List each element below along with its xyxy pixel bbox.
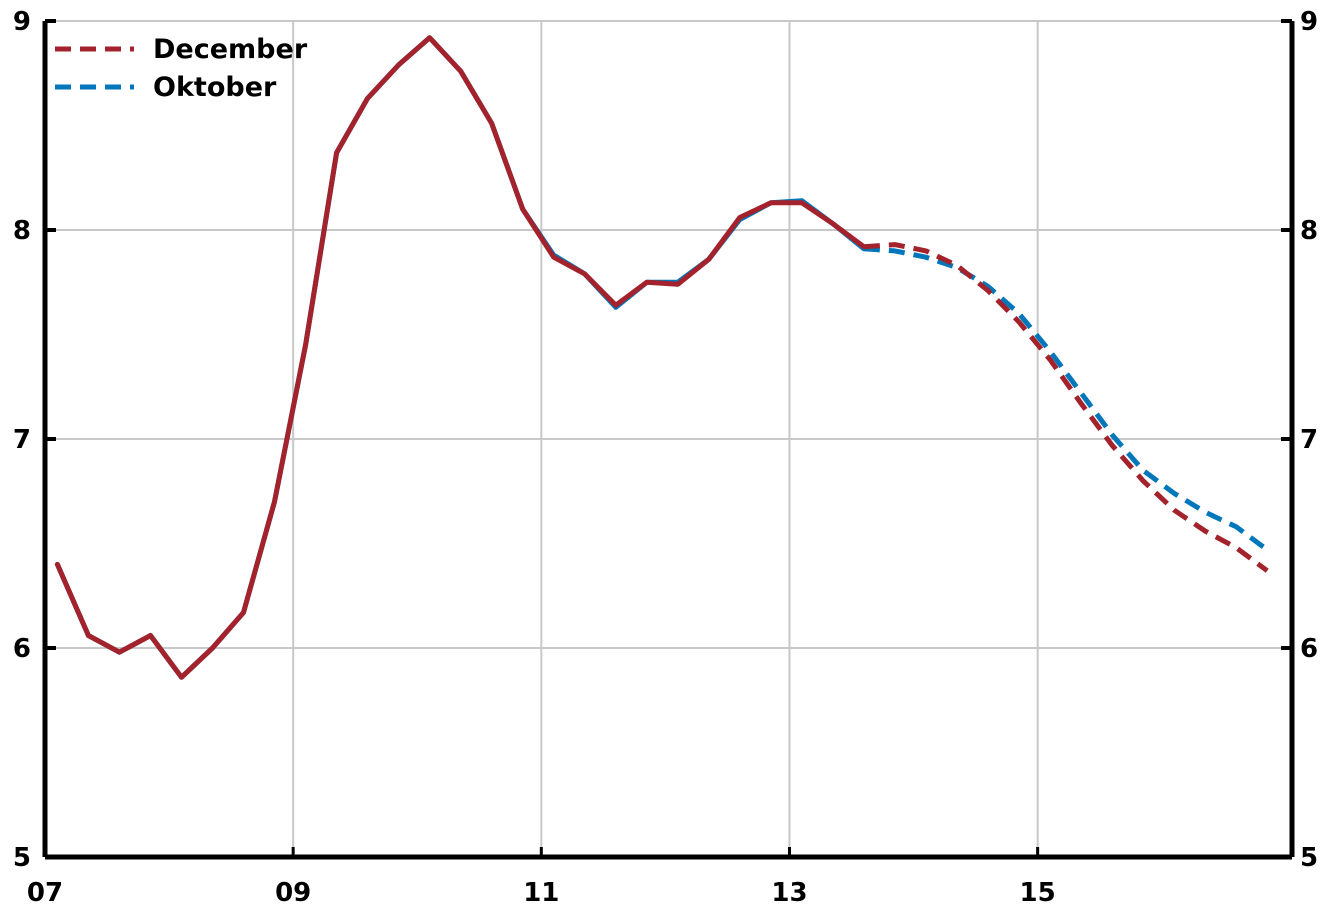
legend-label-oktober: Oktober xyxy=(153,72,277,103)
series-layer xyxy=(57,38,1267,678)
x-tick-label: 07 xyxy=(27,878,63,907)
y-tick-label-right: 8 xyxy=(1300,216,1318,246)
y-tick-label-left: 7 xyxy=(13,425,31,455)
legend: December Oktober xyxy=(55,34,308,103)
legend-label-december: December xyxy=(153,34,308,65)
x-tick-label: 11 xyxy=(523,878,559,907)
series-line-december xyxy=(57,38,864,678)
y-tick-label-left: 8 xyxy=(13,216,31,246)
series-line-oktober xyxy=(57,38,864,678)
y-tick-label-left: 9 xyxy=(13,7,31,37)
y-tick-label-right: 9 xyxy=(1300,7,1318,37)
series-forecast-december xyxy=(864,245,1267,571)
x-tick-label: 15 xyxy=(1020,878,1056,907)
y-tick-label-right: 7 xyxy=(1300,425,1318,455)
y-tick-label-left: 6 xyxy=(13,634,31,664)
x-tick-label: 13 xyxy=(771,878,807,907)
series-forecast-oktober xyxy=(864,249,1267,550)
y-tick-label-left: 5 xyxy=(13,843,31,873)
y-tick-label-right: 6 xyxy=(1300,634,1318,664)
x-tick-label: 09 xyxy=(275,878,311,907)
y-tick-label-right: 5 xyxy=(1300,843,1318,873)
